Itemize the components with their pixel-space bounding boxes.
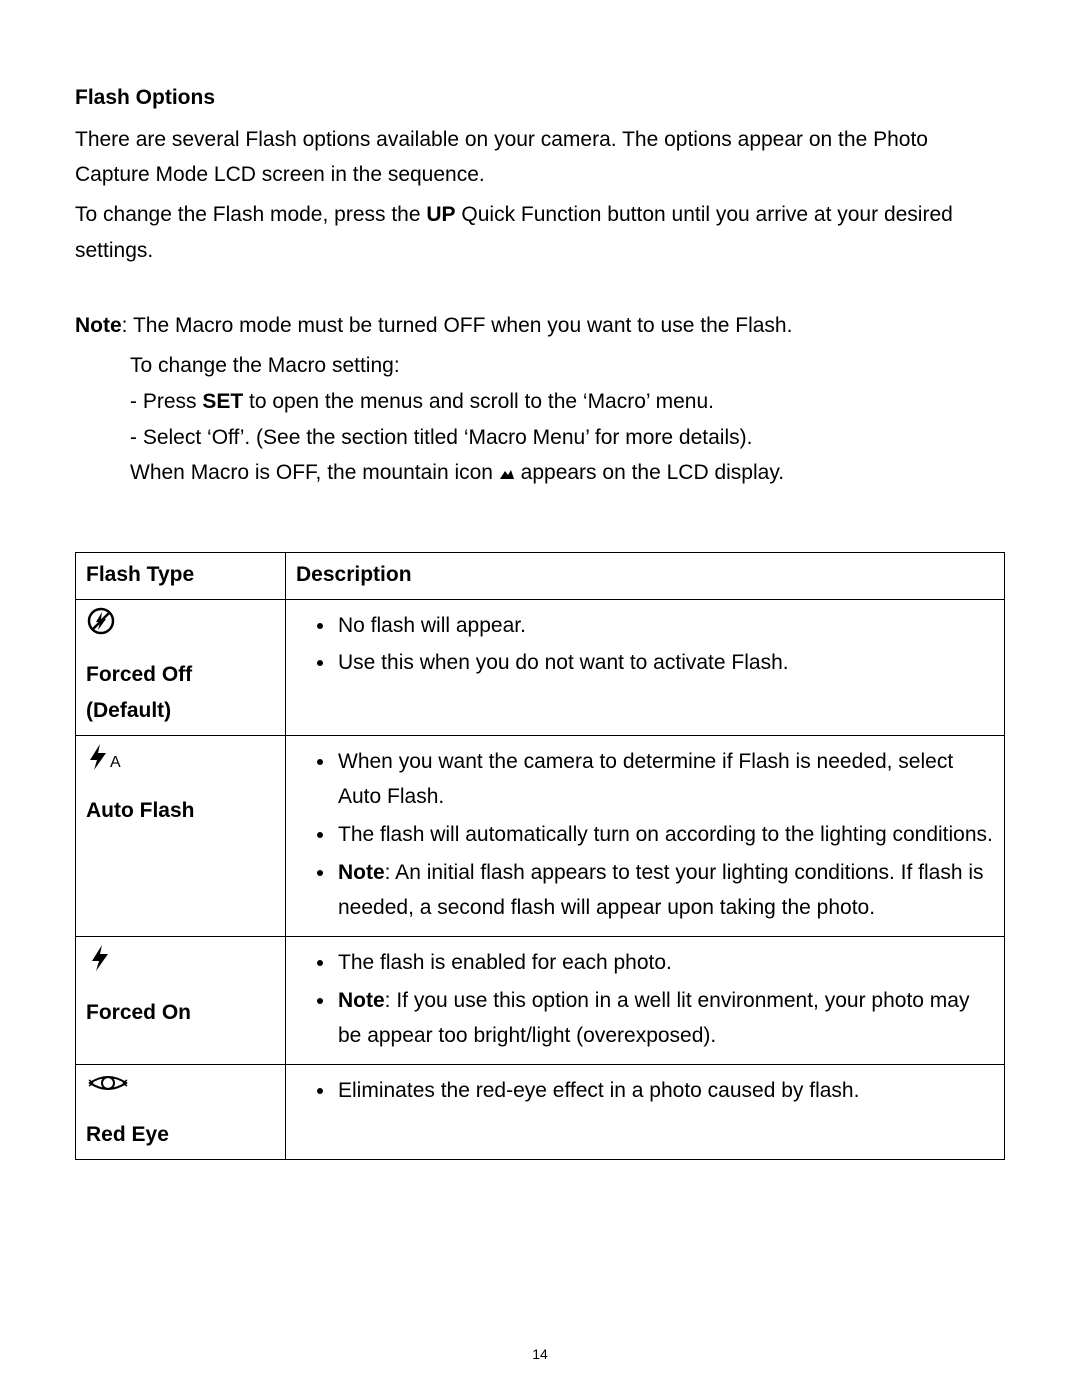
- table-row: Forced On The flash is enabled for each …: [76, 937, 1005, 1065]
- macro-off-post: appears on the LCD display.: [515, 461, 784, 484]
- flash-desc-cell: When you want the camera to determine if…: [286, 735, 1005, 936]
- flash-type-label: Forced On: [86, 995, 275, 1031]
- macro-step1-pre: - Press: [130, 390, 202, 413]
- macro-step-2: - Select ‘Off’. (See the section titled …: [130, 420, 1005, 456]
- bullet-item: The flash will automatically turn on acc…: [336, 817, 994, 853]
- note-label: Note: [75, 314, 122, 337]
- intro-paragraph-1: There are several Flash options availabl…: [75, 122, 1005, 193]
- red-eye-icon: [86, 1071, 275, 1107]
- table-row: A Auto Flash When you want the camera to…: [76, 735, 1005, 936]
- macro-step-1: - Press SET to open the menus and scroll…: [130, 384, 1005, 420]
- bullet-item: The flash is enabled for each photo.: [336, 945, 994, 981]
- flash-type-cell: Red Eye: [76, 1065, 286, 1159]
- flash-desc-cell: Eliminates the red-eye effect in a photo…: [286, 1065, 1005, 1159]
- page-number: 14: [0, 1343, 1080, 1367]
- note-line: Note: The Macro mode must be turned OFF …: [75, 308, 1005, 344]
- macro-off-pre: When Macro is OFF, the mountain icon: [130, 461, 493, 484]
- forced-on-icon: [86, 943, 275, 985]
- table-row: Red Eye Eliminates the red-eye effect in…: [76, 1065, 1005, 1159]
- intro-p2-bold: UP: [426, 203, 455, 226]
- mountain-icon: [499, 456, 515, 492]
- auto-flash-icon: A: [86, 742, 275, 784]
- flash-type-label: Forced Off (Default): [86, 657, 275, 728]
- flash-desc-cell: The flash is enabled for each photo. Not…: [286, 937, 1005, 1065]
- section-heading: Flash Options: [75, 80, 1005, 116]
- intro-p2-pre: To change the Flash mode, press the: [75, 203, 426, 226]
- table-row: Forced Off (Default) No flash will appea…: [76, 599, 1005, 735]
- document-page: Flash Options There are several Flash op…: [0, 0, 1080, 1397]
- bullet-item: Note: If you use this option in a well l…: [336, 983, 994, 1054]
- bullet-item: Eliminates the red-eye effect in a photo…: [336, 1073, 994, 1109]
- flash-type-label: Auto Flash: [86, 793, 275, 829]
- forced-off-icon: [86, 606, 275, 648]
- bullet-item: Note: An initial flash appears to test y…: [336, 855, 994, 926]
- macro-off-line: When Macro is OFF, the mountain icon app…: [130, 455, 1005, 492]
- macro-line-1: To change the Macro setting:: [130, 348, 1005, 384]
- flash-type-cell: Forced Off (Default): [76, 599, 286, 735]
- macro-step1-bold: SET: [202, 390, 243, 413]
- bullet-item: Use this when you do not want to activat…: [336, 645, 994, 681]
- note-text: : The Macro mode must be turned OFF when…: [122, 314, 793, 337]
- flash-type-label: Red Eye: [86, 1117, 275, 1153]
- flash-type-cell: Forced On: [76, 937, 286, 1065]
- header-flash-type: Flash Type: [76, 552, 286, 599]
- table-header-row: Flash Type Description: [76, 552, 1005, 599]
- macro-step1-post: to open the menus and scroll to the ‘Mac…: [243, 390, 714, 413]
- bullet-item: When you want the camera to determine if…: [336, 744, 994, 815]
- bullet-item: No flash will appear.: [336, 608, 994, 644]
- intro-paragraph-2: To change the Flash mode, press the UP Q…: [75, 197, 1005, 268]
- svg-text:A: A: [110, 754, 121, 771]
- macro-steps: To change the Macro setting: - Press SET…: [130, 348, 1005, 492]
- flash-type-cell: A Auto Flash: [76, 735, 286, 936]
- flash-options-table: Flash Type Description Forced Off (Defau…: [75, 552, 1005, 1160]
- header-description: Description: [286, 552, 1005, 599]
- flash-desc-cell: No flash will appear. Use this when you …: [286, 599, 1005, 735]
